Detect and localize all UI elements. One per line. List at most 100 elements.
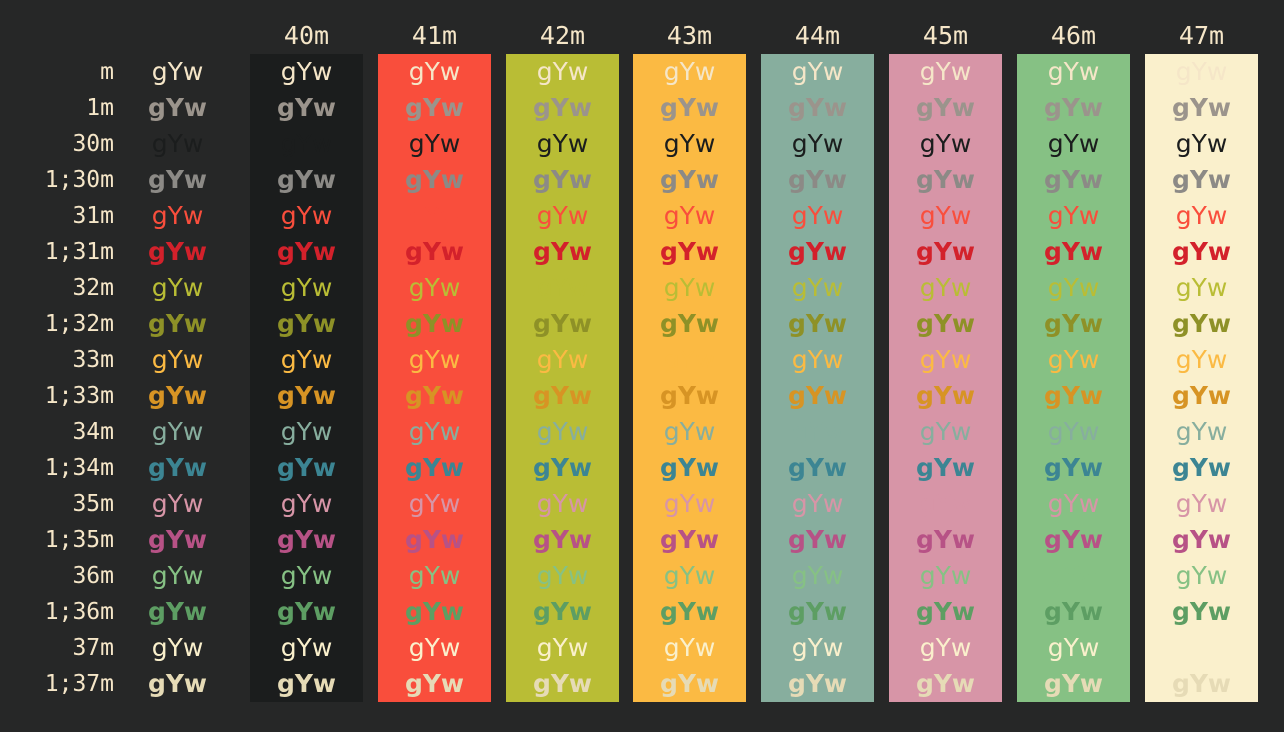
row-label-m: m — [100, 59, 114, 85]
cell-default-36m: gYw — [151, 561, 204, 590]
cell-46-30m: gYw — [1047, 129, 1100, 158]
cell-44-1-36m: gYw — [787, 597, 848, 626]
bg-band-bg43 — [633, 54, 746, 702]
column-header-row: 40m 41m 42m 43m 44m 45m 46m 47m — [0, 0, 1284, 54]
cell-43-1-30m: gYw — [659, 165, 720, 194]
row-label-1-37m: 1;37m — [44, 671, 114, 697]
cell-46-32m: gYw — [1047, 273, 1100, 302]
row-label-1-36m: 1;36m — [44, 599, 114, 625]
cell-44-35m: gYw — [791, 489, 844, 518]
cell-45-1-31m: gYw — [915, 237, 976, 266]
cell-40-1m: gYw — [276, 93, 337, 122]
cell-47-1-31m: gYw — [1171, 237, 1232, 266]
cell-46-1-37m: gYw — [1043, 669, 1104, 698]
cell-47-1-36m: gYw — [1171, 597, 1232, 626]
row-label-1-31m: 1;31m — [44, 239, 114, 265]
column-header-bg42: 42m — [539, 21, 586, 50]
cell-47-32m: gYw — [1175, 273, 1228, 302]
cell-46-1-33m: gYw — [1043, 381, 1104, 410]
bg-band-bg42 — [506, 54, 619, 702]
row-label-1-32m: 1;32m — [44, 311, 114, 337]
bg-band-bg40 — [250, 54, 363, 702]
cell-42-32m: gYw — [536, 273, 589, 302]
cell-43-31m: gYw — [663, 201, 716, 230]
cell-default-31m: gYw — [151, 201, 204, 230]
cell-47-31m: gYw — [1175, 201, 1228, 230]
cell-42-34m: gYw — [536, 417, 589, 446]
cell-44-36m: gYw — [791, 561, 844, 590]
cell-42-37m: gYw — [536, 633, 589, 662]
cell-44-31m: gYw — [791, 201, 844, 230]
cell-default-1-34m: gYw — [147, 453, 208, 482]
cell-46-1-36m: gYw — [1043, 597, 1104, 626]
cell-45-30m: gYw — [919, 129, 972, 158]
cell-43-36m: gYw — [663, 561, 716, 590]
cell-46-36m: gYw — [1047, 561, 1100, 590]
cell-default-33m: gYw — [151, 345, 204, 374]
cell-44-1m: gYw — [787, 93, 848, 122]
cell-40-32m: gYw — [280, 273, 333, 302]
cell-44-1-34m: gYw — [787, 453, 848, 482]
cell-41-1-35m: gYw — [404, 525, 465, 554]
cell-42-1m: gYw — [532, 93, 593, 122]
cell-default-30m: gYw — [151, 129, 204, 158]
cell-40-36m: gYw — [280, 561, 333, 590]
cell-40-m: gYw — [280, 57, 333, 86]
cell-40-1-35m: gYw — [276, 525, 337, 554]
cell-43-30m: gYw — [663, 129, 716, 158]
bg-band-bg44 — [761, 54, 874, 702]
cell-42-1-31m: gYw — [532, 237, 593, 266]
cell-47-34m: gYw — [1175, 417, 1228, 446]
cell-41-30m: gYw — [408, 129, 461, 158]
row-label-30m: 30m — [72, 131, 114, 157]
row-label-1-30m: 1;30m — [44, 167, 114, 193]
row-label-column: m 1m 30m 1;30m 31m 1;31m 32m 1;32m 33m 1;33m 34m 1;… — [0, 54, 114, 702]
cell-40-1-31m: gYw — [276, 237, 337, 266]
cell-43-1-31m: gYw — [659, 237, 720, 266]
column-header-bg44: 44m — [794, 21, 841, 50]
row-label-31m: 31m — [72, 203, 114, 229]
cell-41-31m: gYw — [408, 201, 461, 230]
cell-41-35m: gYw — [408, 489, 461, 518]
cell-41-34m: gYw — [408, 417, 461, 446]
cell-45-33m: gYw — [919, 345, 972, 374]
cell-41-36m: gYw — [408, 561, 461, 590]
cell-40-1-30m: gYw — [276, 165, 337, 194]
row-label-1-34m: 1;34m — [44, 455, 114, 481]
cell-42-1-34m: gYw — [532, 453, 593, 482]
cell-default-m: gYw — [151, 57, 204, 86]
cell-47-m: gYw — [1175, 57, 1228, 86]
cell-40-34m: gYw — [280, 417, 333, 446]
cell-default-32m: gYw — [151, 273, 204, 302]
cell-41-32m: gYw — [408, 273, 461, 302]
row-label-1-35m: 1;35m — [44, 527, 114, 553]
cell-40-37m: gYw — [280, 633, 333, 662]
cell-42-1-35m: gYw — [532, 525, 593, 554]
cell-47-1m: gYw — [1171, 93, 1232, 122]
cell-46-33m: gYw — [1047, 345, 1100, 374]
cell-46-31m: gYw — [1047, 201, 1100, 230]
cell-40-1-36m: gYw — [276, 597, 337, 626]
cell-45-36m: gYw — [919, 561, 972, 590]
row-label-37m: 37m — [72, 635, 114, 661]
bg-band-bg47 — [1145, 54, 1258, 702]
cell-44-1-35m: gYw — [787, 525, 848, 554]
cell-45-32m: gYw — [919, 273, 972, 302]
cell-41-1-31m: gYw — [404, 237, 465, 266]
cell-default-1-32m: gYw — [147, 309, 208, 338]
cell-41-m: gYw — [408, 57, 461, 86]
cell-46-1-34m: gYw — [1043, 453, 1104, 482]
cell-40-1-32m: gYw — [276, 309, 337, 338]
cell-47-33m: gYw — [1175, 345, 1228, 374]
cell-42-35m: gYw — [536, 489, 589, 518]
cell-42-31m: gYw — [536, 201, 589, 230]
cell-44-1-37m: gYw — [787, 669, 848, 698]
column-header-bg45: 45m — [922, 21, 969, 50]
cell-45-37m: gYw — [919, 633, 972, 662]
cell-default-35m: gYw — [151, 489, 204, 518]
column-header-bg47: 47m — [1178, 21, 1225, 50]
bg-band-bg45 — [889, 54, 1002, 702]
cell-44-34m: gYw — [791, 417, 844, 446]
cell-44-30m: gYw — [791, 129, 844, 158]
